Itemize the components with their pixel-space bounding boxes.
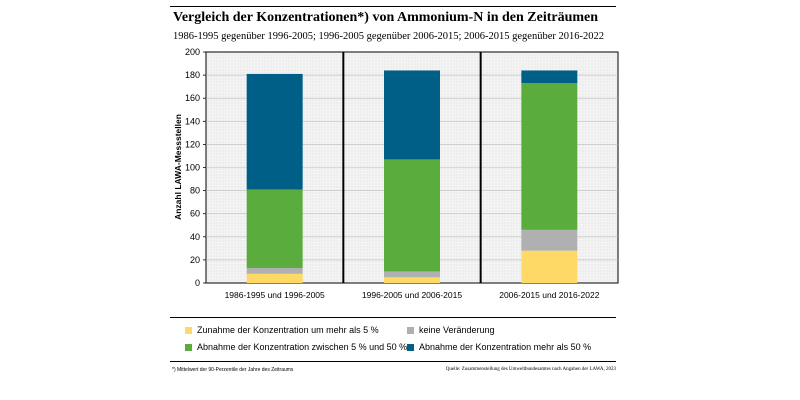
- y-tick-label: 60: [190, 209, 200, 219]
- bar-segment: [246, 273, 303, 283]
- footnote: *) Mittelwert der 90-Perzentile der Jahr…: [172, 367, 294, 373]
- legend-swatch-keine-veraenderung: [407, 326, 414, 334]
- x-tick-label: 1986-1995 und 1996-2005: [225, 290, 325, 300]
- footer-rule: [170, 361, 616, 362]
- y-tick-label: 0: [195, 278, 200, 288]
- bar-segment: [246, 73, 303, 190]
- bar-segment: [384, 271, 440, 278]
- legend-label-abnahme-5-50: Abnahme der Konzentration zwischen 5 % u…: [197, 342, 408, 352]
- chart-subtitle: 1986-1995 gegenüber 1996-2005; 1996-2005…: [173, 31, 604, 42]
- bar-segment: [521, 70, 578, 84]
- legend-swatch-abnahme-5-50: [185, 343, 192, 351]
- y-tick-label: 140: [185, 116, 200, 126]
- legend-label-zunahme: Zunahme der Konzentration um mehr als 5 …: [197, 325, 379, 335]
- legend-top-rule: [170, 317, 616, 318]
- bar-segment: [384, 70, 440, 160]
- source-note: Quelle: Zusammenstellung des Umweltbunde…: [445, 367, 616, 372]
- x-tick-label: 1996-2005 und 2006-2015: [362, 290, 462, 300]
- y-tick-label: 20: [190, 255, 200, 265]
- bar-segment: [246, 189, 303, 268]
- x-tick-label: 2006-2015 und 2016-2022: [499, 290, 599, 300]
- y-tick-label: 160: [185, 93, 200, 103]
- legend-swatch-abnahme-50: [407, 343, 414, 351]
- bar-segment: [384, 159, 440, 272]
- y-tick-label: 40: [190, 232, 200, 242]
- legend-item-zunahme: Zunahme der Konzentration um mehr als 5 …: [185, 325, 379, 335]
- bar-segment: [521, 83, 578, 230]
- y-tick-label: 120: [185, 139, 200, 149]
- legend-item-abnahme-50: Abnahme der Konzentration mehr als 50 %: [407, 342, 591, 352]
- y-tick-label: 80: [190, 186, 200, 196]
- bar-segment: [246, 267, 303, 274]
- y-tick-label: 180: [185, 70, 200, 80]
- y-tick-label: 200: [185, 47, 200, 57]
- legend-item-keine-veraenderung: keine Veränderung: [407, 325, 495, 335]
- legend-item-abnahme-5-50: Abnahme der Konzentration zwischen 5 % u…: [185, 342, 407, 352]
- bar-segment: [521, 229, 578, 251]
- legend-label-abnahme-50: Abnahme der Konzentration mehr als 50 %: [419, 342, 592, 352]
- y-tick-label: 100: [185, 163, 200, 173]
- legend-swatch-zunahme: [185, 326, 192, 334]
- bar-segment: [521, 250, 578, 283]
- legend-label-keine-veraenderung: keine Veränderung: [419, 325, 495, 335]
- y-axis-label: Anzahl LAWA-Messstellen: [173, 114, 183, 220]
- top-rule: [170, 6, 616, 7]
- chart-title: Vergleich der Konzentrationen*) von Ammo…: [173, 10, 599, 25]
- bar-segment: [384, 277, 440, 283]
